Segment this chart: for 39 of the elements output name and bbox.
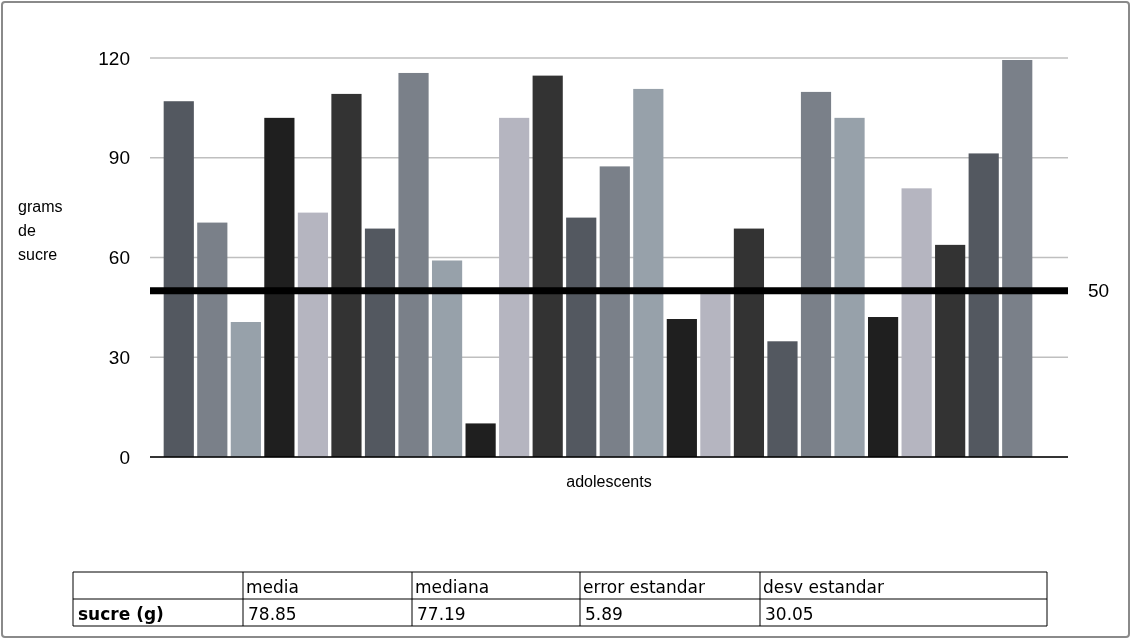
bar: [431, 260, 463, 457]
text: error estandar: [583, 577, 705, 597]
y-tick-label: 30: [108, 346, 130, 368]
text: 30.05: [765, 604, 814, 624]
bar: [800, 91, 832, 457]
bar: [733, 228, 765, 457]
y-tick-label: 60: [108, 247, 130, 268]
bar: [1002, 60, 1033, 457]
x-axis-title: adolescents: [566, 473, 652, 490]
y-tick-label: 120: [98, 47, 130, 69]
text: 5.89: [585, 604, 623, 624]
bar: [264, 117, 295, 457]
text: sucre (g): [78, 604, 164, 624]
text: media: [246, 577, 299, 597]
bar: [767, 341, 798, 457]
bar: [666, 319, 697, 457]
bar: [633, 88, 664, 457]
bar: [465, 423, 496, 457]
bar: [834, 117, 865, 457]
bar: [935, 244, 966, 457]
text: 78.85: [248, 604, 297, 624]
bar: [398, 72, 429, 457]
bar: [230, 322, 261, 457]
bar: [532, 75, 563, 457]
y-tick-label: 90: [108, 147, 130, 169]
text: mediana: [415, 577, 490, 597]
bar: [968, 153, 999, 457]
ref-line-label: 50: [1088, 280, 1110, 302]
bar: [599, 166, 630, 457]
bar: [364, 228, 396, 457]
bar: [331, 93, 362, 457]
bar: [197, 222, 228, 457]
y-axis-title: grams de sucre: [18, 198, 63, 263]
text: desv estandar: [763, 577, 884, 597]
bar: [867, 317, 899, 457]
bar: [566, 217, 597, 457]
bar: [163, 101, 194, 457]
text: 77.19: [417, 604, 466, 624]
y-tick-label: 0: [119, 446, 130, 468]
